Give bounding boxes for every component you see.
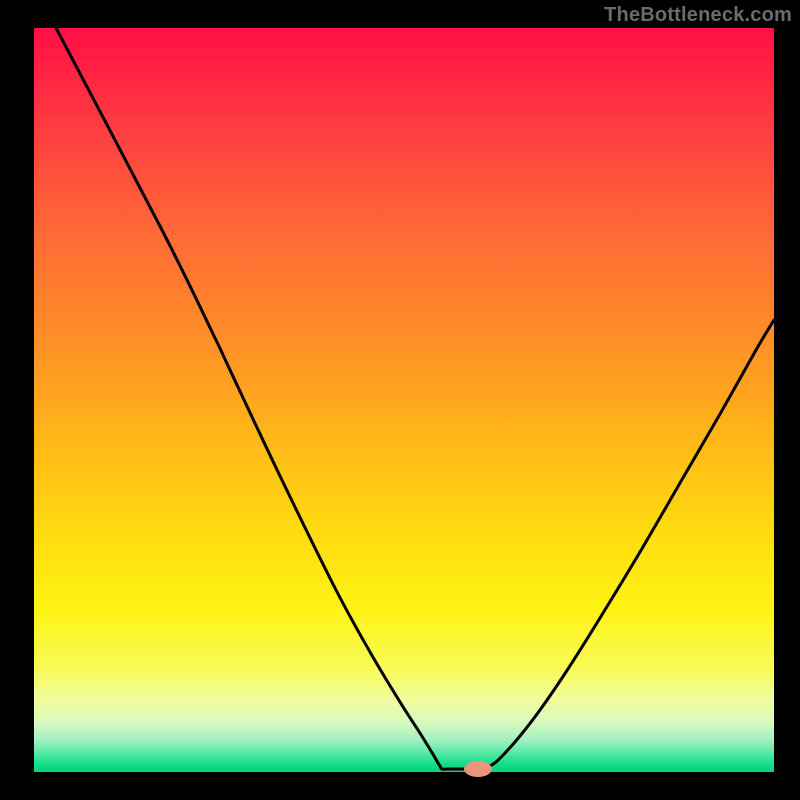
chart-background — [34, 28, 774, 772]
chart-svg — [0, 0, 800, 800]
bottleneck-marker — [464, 761, 492, 777]
chart-canvas: TheBottleneck.com — [0, 0, 800, 800]
watermark-text: TheBottleneck.com — [604, 4, 792, 27]
